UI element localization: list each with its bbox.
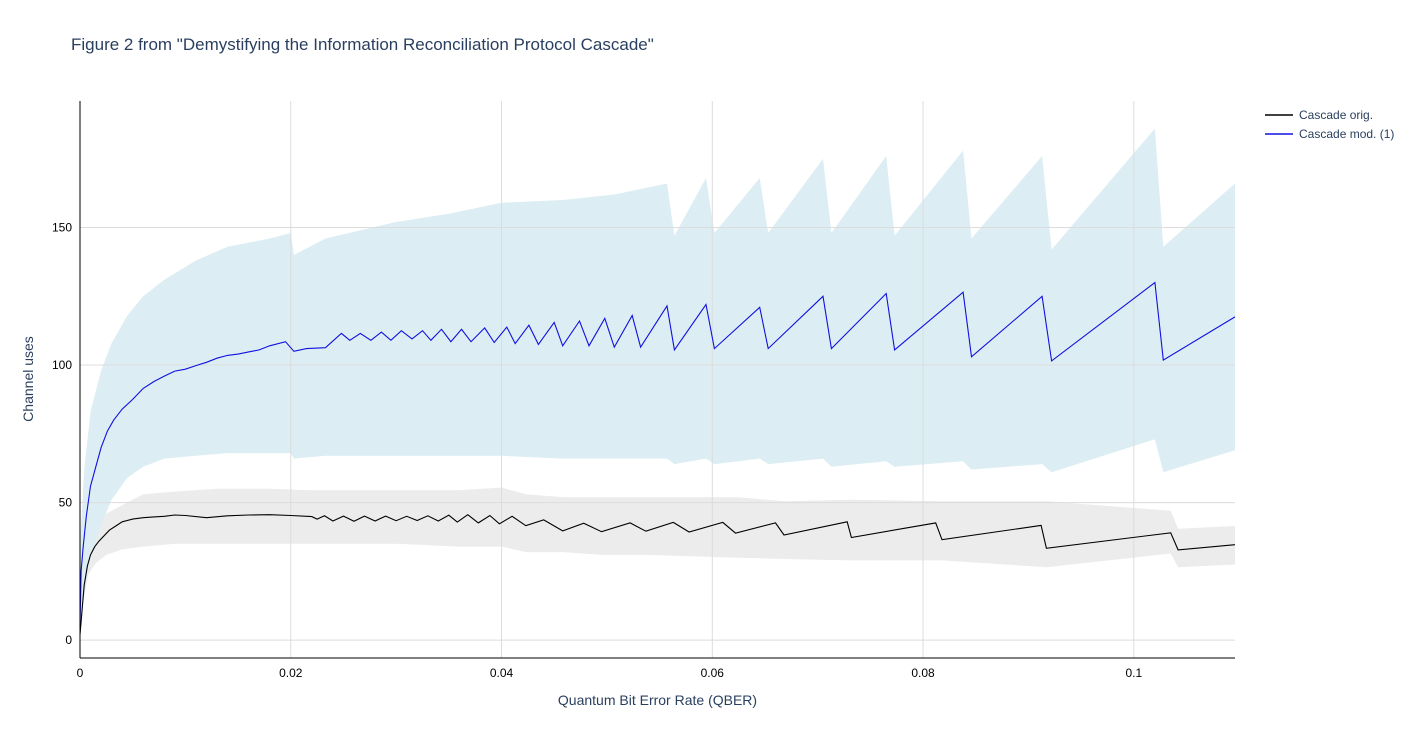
series-line-2 [79,281,1236,627]
y-tick-label: 0 [65,633,72,647]
y-tick-label: 50 [59,496,73,510]
legend-item-2[interactable]: Cascade mod. (1) [1265,127,1394,141]
y-tick-label: 100 [52,358,72,372]
x-tick-label: 0 [77,666,84,680]
series-lines [79,281,1236,635]
x-tick-label: 0.02 [279,666,303,680]
axes [79,101,1235,659]
x-tick-label: 0.06 [701,666,725,680]
legend-label: Cascade mod. (1) [1299,127,1394,141]
legend[interactable]: Cascade orig. Cascade mod. (1) [1265,108,1394,141]
confidence-band-1 [80,487,1235,641]
chart-title: Figure 2 from "Demystifying the Informat… [71,35,654,54]
tick-labels: 0 0.02 0.04 0.06 0.08 0.1 0 50 100 150 [52,221,1143,680]
legend-label: Cascade orig. [1299,108,1373,122]
legend-item-1[interactable]: Cascade orig. [1265,108,1373,122]
y-tick-label: 150 [52,221,72,235]
y-axis-title: Channel uses [20,336,36,422]
x-tick-label: 0.1 [1125,666,1142,680]
confidence-bands [80,128,1235,641]
x-axis-title: Quantum Bit Error Rate (QBER) [558,692,757,708]
confidence-band-2 [80,128,1235,613]
x-tick-label: 0.04 [490,666,514,680]
series-line-1 [79,514,1236,635]
x-tick-label: 0.08 [911,666,935,680]
gridlines [80,101,1235,658]
